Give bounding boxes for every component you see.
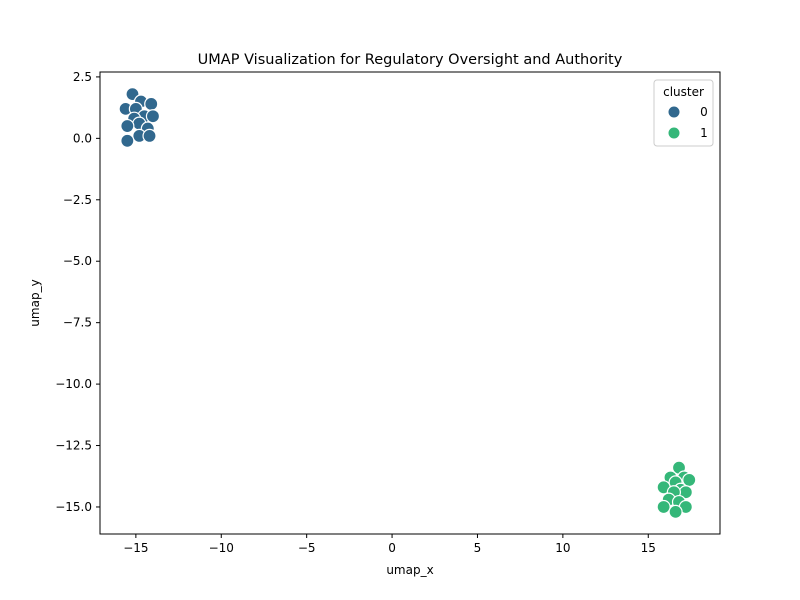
legend-marker [667, 126, 681, 140]
data-points [118, 87, 697, 519]
data-point-cluster-0 [120, 118, 135, 134]
legend: cluster 0 1 [653, 79, 714, 147]
x-tick-label: −15 [123, 541, 148, 555]
x-tick-label: 10 [555, 541, 570, 555]
y-tick-label: −15.0 [55, 500, 92, 514]
chart-title: UMAP Visualization for Regulatory Oversi… [198, 52, 623, 68]
y-tick-label: 0.0 [73, 131, 92, 145]
x-tick-label: −10 [209, 541, 234, 555]
y-tick-label: −7.5 [63, 316, 92, 330]
x-axis-label: umap_x [386, 563, 433, 577]
plot-frame [99, 71, 721, 535]
x-axis-ticks: −15 −10 −5 0 5 10 15 [123, 534, 656, 555]
data-point-cluster-0 [120, 133, 135, 148]
x-tick-label: 15 [641, 541, 656, 555]
plot-area [99, 71, 721, 535]
y-tick-label: −2.5 [63, 193, 92, 207]
y-tick-label: −5.0 [63, 254, 92, 268]
y-tick-label: −12.5 [55, 439, 92, 453]
x-tick-label: 5 [474, 541, 482, 555]
data-point-cluster-1 [656, 499, 671, 515]
y-tick-label: −10.0 [55, 377, 92, 391]
x-tick-label: −5 [298, 541, 316, 555]
legend-marker [667, 105, 681, 119]
x-tick-label: 0 [388, 541, 396, 555]
data-point-cluster-0 [144, 96, 159, 112]
y-tick-label: 2.5 [73, 70, 92, 84]
data-point-cluster-0 [145, 109, 161, 124]
data-point-cluster-1 [668, 504, 683, 519]
y-axis-ticks: 2.5 0.0 −2.5 −5.0 −7.5 −10.0 −12.5 −15.0 [55, 70, 100, 514]
y-axis-label: umap_y [28, 279, 42, 326]
data-point-cluster-0 [142, 128, 157, 143]
legend-entry-label: 1 [700, 126, 708, 140]
legend-entry-label: 0 [700, 105, 708, 119]
legend-title: cluster [663, 85, 704, 99]
